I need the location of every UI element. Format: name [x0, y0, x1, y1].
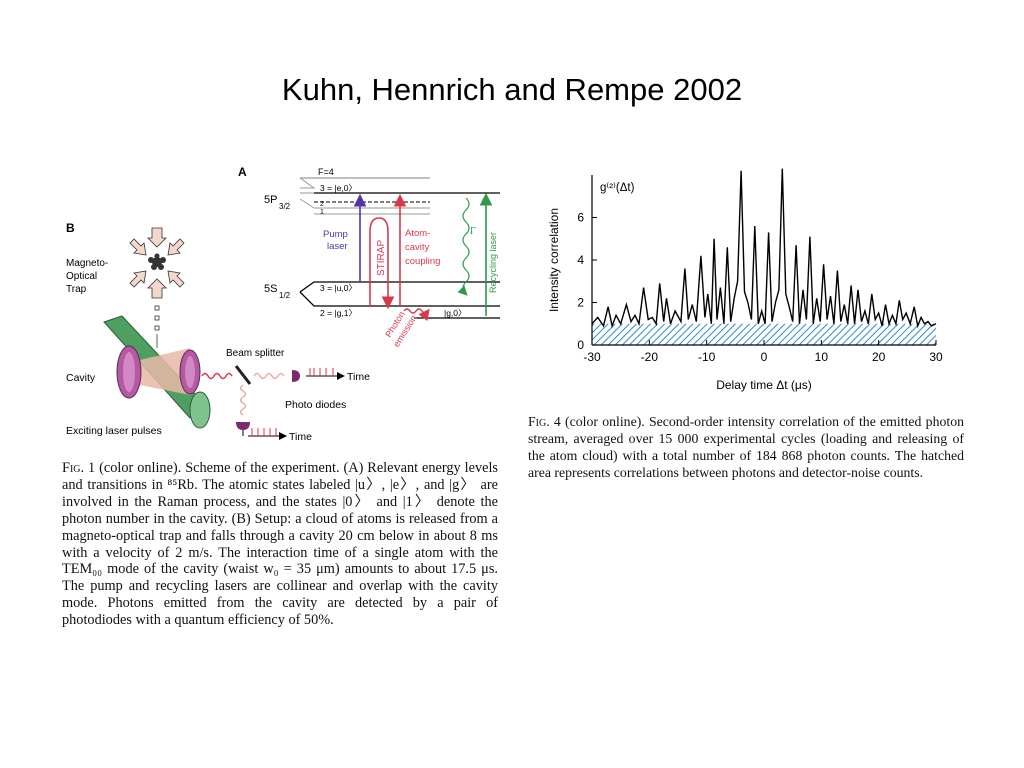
ket-g0-label: |g,0〉: [444, 308, 467, 318]
beam-splitter: [234, 365, 252, 385]
level-5p-subscript: 3/2: [279, 202, 291, 211]
mot-label: Magneto- Optical Trap: [66, 258, 111, 295]
exciting-label: Exciting laser pulses: [66, 425, 162, 437]
panel-a: A F=4 3 = |e,0〉 2 1 5P 3/2 5S 1/2 3 = |u…: [238, 165, 500, 349]
figure1-caption: Fig. 1 (color online). Scheme of the exp…: [62, 460, 498, 629]
recycling-label: Recycling laser: [488, 232, 498, 293]
figure1-caption-lead: Fig. 1: [62, 460, 96, 476]
time-label-top: Time: [347, 371, 370, 383]
cavity: [103, 315, 211, 429]
level-5s-label: 5S: [264, 283, 277, 295]
time-ticks-bottom: [248, 428, 282, 437]
panel-b: B Magneto- Optical Trap: [66, 221, 370, 443]
photon-emission-wave: [403, 308, 430, 322]
sub1-top-label: 1: [320, 209, 324, 216]
figure1-caption-text: (color online). Scheme of the experiment…: [62, 460, 498, 629]
x-tick-label: -20: [641, 350, 659, 364]
f4-label: F=4: [318, 167, 334, 177]
output-photon-wave: [201, 372, 233, 380]
x-tick-label: 30: [929, 350, 943, 364]
pump-laser-label: Pump laser: [323, 229, 350, 252]
sub2-top-label: 2: [320, 201, 324, 208]
photodiode-top: [292, 370, 300, 382]
photodiode-bottom: [236, 422, 250, 430]
level-5s-subscript: 1/2: [279, 291, 291, 300]
upper-manifold: [299, 177, 500, 215]
y-tick-label: 0: [577, 338, 584, 352]
reflected-photon-wave: [239, 384, 247, 416]
y-tick-label: 6: [577, 211, 584, 225]
noise-band-hatched-area: [592, 323, 936, 345]
sub2-bottom-label: 2 = |g,1〉: [320, 308, 357, 318]
sub3-bottom-label: 3 = |u,0〉: [320, 283, 357, 293]
figure4-caption: Fig. 4 (color online). Second-order inte…: [528, 414, 964, 482]
stirap-label: STIRAP: [376, 240, 387, 276]
gamma-decay: [457, 197, 470, 296]
x-tick-label: 20: [872, 350, 886, 364]
x-tick-label: 10: [815, 350, 829, 364]
mot-beam-arrows: [129, 227, 185, 299]
time-ticks-top: [306, 368, 341, 377]
gamma-label: Γ: [470, 226, 476, 237]
panel-b-letter: B: [66, 221, 75, 235]
cavity-label: Cavity: [66, 372, 96, 384]
atom-cavity-label: Atom- cavity coupling: [405, 228, 440, 267]
level-5p-label: 5P: [264, 194, 277, 206]
x-tick-label: -10: [698, 350, 716, 364]
transmitted-photon-wave: [253, 372, 285, 380]
figure4-caption-text: (color online). Second-order intensity c…: [528, 414, 964, 480]
photodiodes-label: Photo diodes: [285, 399, 346, 411]
panel-a-letter: A: [238, 165, 247, 179]
stirap-loop: [369, 217, 395, 310]
y-axis-label: Intensity correlation: [547, 208, 561, 312]
slide-title: Kuhn, Hennrich and Rempe 2002: [281, 72, 743, 107]
figure4-caption-lead: Fig. 4: [528, 414, 561, 429]
g2-series-label: g⁽²⁾(Δt): [600, 181, 635, 194]
y-tick-label: 2: [577, 296, 584, 310]
y-tick-label: 4: [577, 253, 584, 267]
x-tick-label: -30: [583, 350, 601, 364]
g2-series-line: [591, 168, 937, 329]
time-label-bottom: Time: [289, 431, 312, 443]
sub3-top-label: 3 = |e,0〉: [320, 183, 357, 193]
chart-axes: -30 -20 -10 0 10 20 30 0 2 4 6: [577, 175, 943, 364]
atom-cloud: [148, 253, 166, 270]
figure4-chart: -30 -20 -10 0 10 20 30 0 2 4 6 g⁽²⁾(Δt) Intensity …: [547, 168, 943, 392]
x-tick-label: 0: [761, 350, 768, 364]
falling-atoms: [154, 305, 160, 348]
beam-splitter-label: Beam splitter: [226, 348, 285, 359]
x-axis-label: Delay time Δt (μs): [716, 378, 812, 392]
